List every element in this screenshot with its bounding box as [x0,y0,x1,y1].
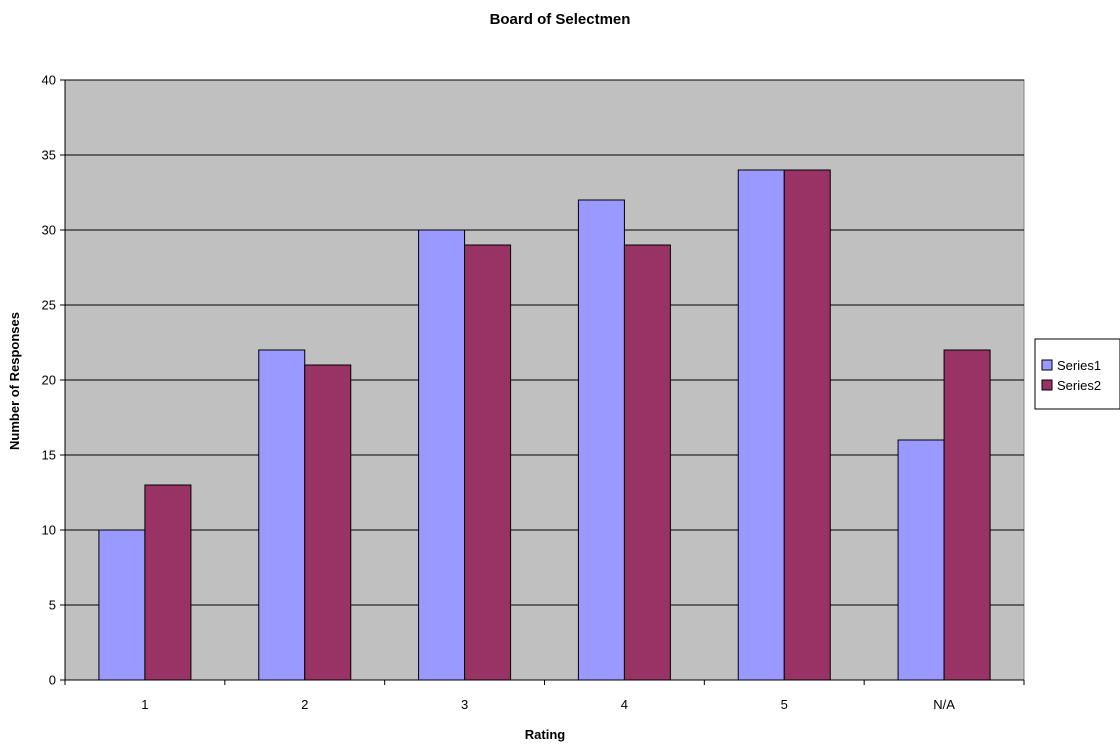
y-tick-label: 10 [42,523,56,538]
x-tick-label: 4 [621,697,628,712]
y-axis-ticks: 0 5 10 15 20 25 30 35 40 [42,73,65,688]
y-tick-label: 5 [49,598,56,613]
bars [98,169,991,681]
legend-label-series1: Series1 [1057,358,1101,373]
x-tick-label: 2 [301,697,308,712]
bar-series1-3 [418,229,466,681]
x-tick-label: 3 [461,697,468,712]
x-tick-label: 1 [141,697,148,712]
legend-swatch-series1 [1041,359,1053,371]
bar-series2-1 [144,484,192,681]
legend-box [1034,338,1120,410]
bar-series1-4 [577,199,625,681]
bar-series2-3 [464,244,512,681]
bar-series2-na [943,349,991,681]
legend: Series1 Series2 [1034,338,1120,410]
y-axis-title: Number of Responses [7,312,22,450]
x-tick-label: N/A [933,697,955,712]
y-tick-label: 15 [42,448,56,463]
x-axis-title: Rating [525,727,566,742]
chart-title: Board of Selectmen [490,11,631,28]
bar-series1-1 [98,529,146,681]
bar-series2-4 [623,244,671,681]
legend-label-series2: Series2 [1057,378,1101,393]
bar-series1-na [897,439,945,681]
bar-series1-5 [737,169,785,681]
y-tick-label: 30 [42,223,56,238]
x-axis-ticks: 1 2 3 4 5 N/A [64,680,1025,712]
y-tick-label: 20 [42,373,56,388]
bar-series2-5 [783,169,831,681]
y-tick-label: 35 [42,148,56,163]
bar-series2-2 [304,364,352,681]
x-tick-label: 5 [781,697,788,712]
y-tick-label: 40 [42,73,56,88]
gridlines [65,79,1024,606]
bar-series1-2 [258,349,306,681]
legend-swatch-series2 [1041,379,1053,391]
y-tick-label: 25 [42,298,56,313]
y-tick-label: 0 [49,673,56,688]
